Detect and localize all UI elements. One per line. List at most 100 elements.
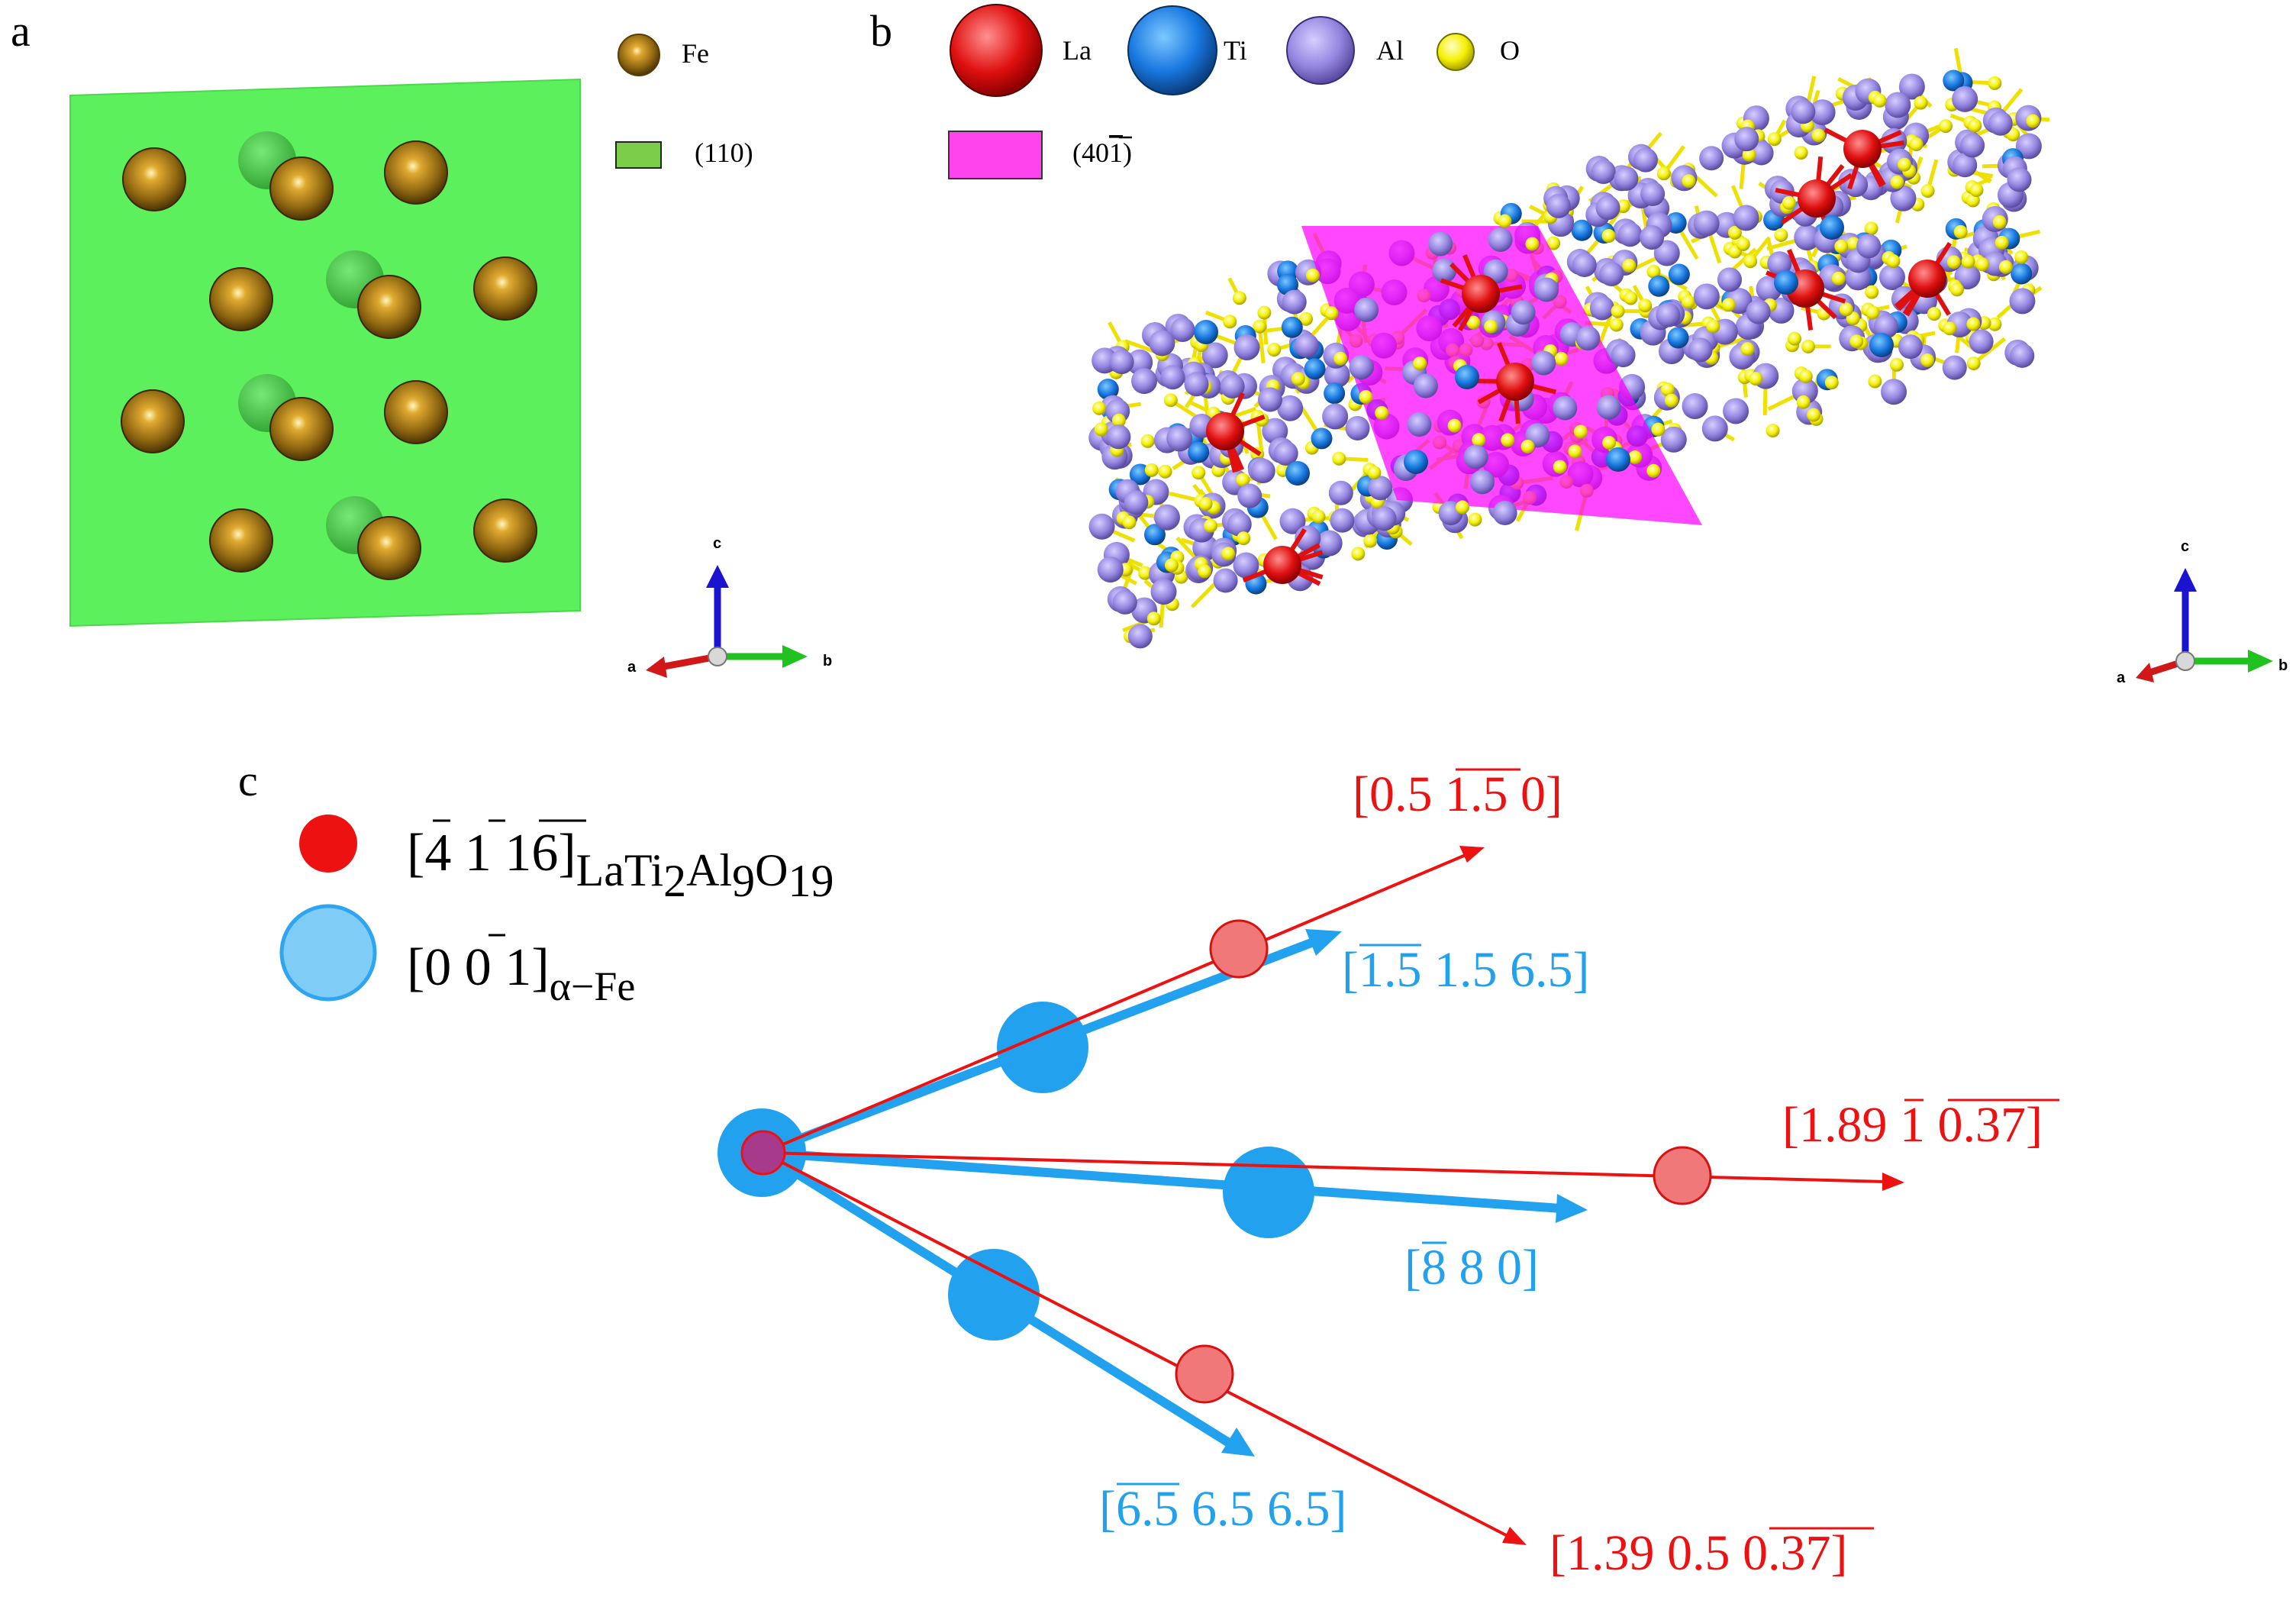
al-atom <box>1890 185 1917 211</box>
al-atom <box>1131 368 1158 395</box>
fe-atom <box>384 140 448 205</box>
o-atom <box>1468 512 1482 527</box>
plane-110-legend-swatch <box>615 141 662 169</box>
o-atom <box>1706 319 1720 334</box>
o-atom <box>1140 434 1155 448</box>
o-atom <box>1953 224 1968 239</box>
red-vector-1 <box>763 853 1466 1154</box>
o-atom <box>1774 227 1788 242</box>
la-atom <box>1798 179 1836 218</box>
o-atom <box>1611 304 1625 318</box>
o-atom <box>1994 235 2009 250</box>
crystal-structure <box>1088 47 2050 649</box>
o-atom <box>1332 451 1346 466</box>
o-atom <box>1824 376 1839 390</box>
ti-atom <box>1820 215 1844 240</box>
al-atom <box>1407 411 1432 437</box>
o-atom <box>1868 374 1882 389</box>
la-atom <box>1263 546 1301 584</box>
al-atom <box>1106 424 1131 450</box>
fe-legend-label: Fe <box>682 38 709 69</box>
o-atom <box>1946 255 1961 269</box>
al-atom <box>1282 289 1307 315</box>
al-atom <box>1699 146 1724 171</box>
la-atom <box>1843 130 1882 168</box>
b-axis-arrowhead <box>782 645 808 668</box>
o-atom <box>1646 264 1661 279</box>
o-atom <box>1111 413 1126 427</box>
al-atom <box>1553 395 1578 421</box>
blue-arrowhead-2 <box>1556 1194 1588 1223</box>
o-atom <box>1447 418 1462 433</box>
o-atom <box>1573 424 1588 439</box>
red-origin-node <box>740 1130 786 1176</box>
c-axis-label: c <box>2181 538 2189 555</box>
al-atom <box>1856 234 1882 259</box>
o-atom <box>1796 395 1811 409</box>
o-atom <box>1375 405 1389 420</box>
al-atom <box>1160 365 1185 390</box>
fe-atom-group <box>121 131 537 580</box>
al-atom <box>1611 343 1636 368</box>
al-atom <box>1470 469 1495 495</box>
a-axis-arrowhead <box>646 657 667 678</box>
o-atom <box>1568 444 1582 459</box>
plane-110 <box>69 78 581 628</box>
ti-atom <box>1311 427 1333 450</box>
o-atom <box>1299 311 1314 326</box>
ti-atom <box>1194 320 1218 344</box>
o-atom <box>1324 306 1339 321</box>
al-atom <box>1149 330 1175 357</box>
ti-atom <box>1648 275 1670 297</box>
ti-atom <box>1285 461 1310 486</box>
o-atom <box>1969 183 1984 198</box>
fe-atom <box>121 389 185 453</box>
red-node-3 <box>1175 1344 1234 1404</box>
al-atom <box>1878 264 1905 291</box>
al-atom <box>1112 589 1137 615</box>
o-atom <box>1622 258 1637 273</box>
panel-a-label: a <box>11 6 31 56</box>
al-atom <box>1942 355 1967 380</box>
o-atom <box>1554 352 1569 366</box>
red-arrowhead-1 <box>1459 846 1485 863</box>
al-atom <box>1682 393 1708 420</box>
al-atom <box>1633 147 1658 173</box>
o-atom <box>2026 114 2040 128</box>
o-atom <box>1163 393 1178 408</box>
o-atom <box>1966 357 1981 371</box>
al-atom <box>1330 508 1355 533</box>
o-atom <box>1664 393 1678 408</box>
label-red-1: [0.5 1.5 0] <box>1353 766 1562 822</box>
al-atom <box>1237 483 1262 508</box>
al-atom <box>1372 506 1397 531</box>
al-atom <box>1617 222 1643 247</box>
b-axis-arrowhead <box>2248 650 2273 673</box>
o-atom <box>1267 343 1282 357</box>
al-atom <box>1693 283 1720 310</box>
o-atom <box>1601 229 1616 244</box>
o-atom <box>1236 473 1250 487</box>
b-axis-label: b <box>2278 657 2288 674</box>
red-legend-dot <box>299 815 357 873</box>
al-atom <box>1294 333 1319 358</box>
al-atom <box>2007 167 2032 192</box>
al-legend-swatch <box>1286 16 1355 85</box>
o-atom <box>1351 547 1366 561</box>
a-axis-label: a <box>2117 669 2126 686</box>
al-atom <box>1954 263 1981 290</box>
o-atom <box>1965 193 1980 208</box>
panel-c: c [4 1 16]LaTi2Al9O19 [0 0 1]α−Fe <box>238 756 2059 1581</box>
al-atom <box>1463 444 1488 469</box>
o-atom <box>1223 315 1237 329</box>
o-atom <box>1525 237 1540 251</box>
al-atom <box>1088 513 1115 540</box>
al-atom <box>1273 440 1298 466</box>
al-atom <box>1653 240 1680 266</box>
o-atom <box>1253 319 1267 334</box>
al-atom <box>1097 557 1124 583</box>
fe-atom <box>269 156 334 221</box>
o-atom <box>1498 214 1512 228</box>
c-axis-arrowhead <box>706 565 729 588</box>
